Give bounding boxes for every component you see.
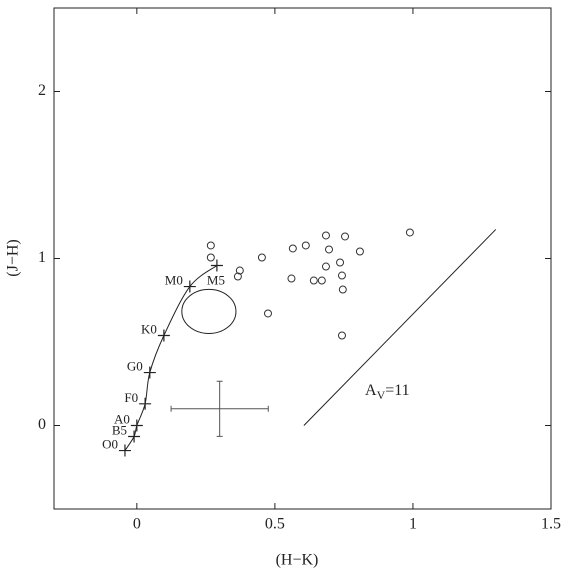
main-sequence-marker <box>143 366 156 379</box>
point <box>206 253 215 262</box>
point <box>337 271 346 280</box>
main-sequence-label: B5 <box>112 423 127 438</box>
point <box>317 276 326 285</box>
point <box>325 245 334 254</box>
point <box>341 232 350 241</box>
reddening-label-main: A <box>365 382 377 399</box>
main-sequence-marker <box>128 430 141 443</box>
y-tick-label: 0 <box>38 416 46 433</box>
main-sequence-marker <box>118 444 131 457</box>
error-bar <box>170 380 269 437</box>
point <box>287 274 296 283</box>
point <box>288 244 297 253</box>
y-tick-label: 2 <box>38 82 46 99</box>
point <box>233 272 242 281</box>
x-tick-label: 1.5 <box>541 516 561 533</box>
reddening-label-rest: =11 <box>385 382 409 399</box>
main-sequence-label: O0 <box>102 437 118 452</box>
point <box>337 331 346 340</box>
main-sequence-marker <box>130 419 143 432</box>
reddening-vector <box>303 229 497 426</box>
point <box>301 241 310 250</box>
y-tick-label: 1 <box>38 249 46 266</box>
point <box>321 262 330 271</box>
point <box>355 247 364 256</box>
main-sequence-label: F0 <box>124 390 138 405</box>
point <box>336 258 345 267</box>
main-sequence-label: M5 <box>207 272 225 287</box>
point <box>263 309 272 318</box>
main-sequence-label: A0 <box>114 411 130 426</box>
reddening-label: AV=11 <box>365 382 410 402</box>
reddening-label-sub: V <box>377 388 386 402</box>
main-sequence-marker <box>157 329 170 342</box>
x-tick-label: 0 <box>133 516 141 533</box>
point <box>309 276 318 285</box>
point <box>206 241 215 250</box>
x-tick-label: 0.5 <box>265 516 285 533</box>
main-sequence-label: K0 <box>141 321 157 336</box>
main-sequence-label: M0 <box>165 273 183 288</box>
plot-frame <box>53 7 552 510</box>
point <box>257 253 266 262</box>
main-sequence-marker <box>139 397 152 410</box>
main-sequence-label: G0 <box>127 359 143 374</box>
region-ellipse <box>181 288 237 334</box>
x-tick-label: 1 <box>409 516 417 533</box>
main-sequence-marker <box>183 280 196 293</box>
point <box>321 231 330 240</box>
x-axis-label: (H−K) <box>276 552 319 569</box>
point <box>405 228 414 237</box>
main-sequence-marker <box>210 259 223 272</box>
point <box>338 285 347 294</box>
y-axis-label: (J−H) <box>5 239 22 276</box>
